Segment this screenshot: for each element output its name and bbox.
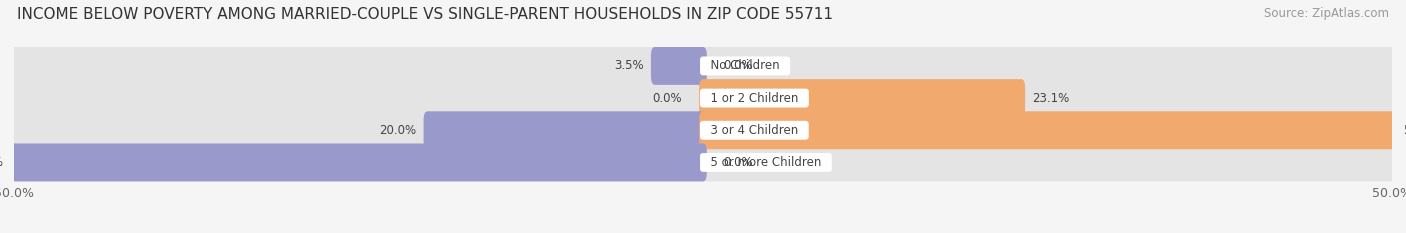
- FancyBboxPatch shape: [699, 47, 1396, 85]
- FancyBboxPatch shape: [699, 79, 1025, 117]
- Text: 3 or 4 Children: 3 or 4 Children: [703, 124, 806, 137]
- FancyBboxPatch shape: [10, 111, 707, 149]
- FancyBboxPatch shape: [699, 111, 1396, 149]
- Text: 50.0%: 50.0%: [1403, 124, 1406, 137]
- FancyBboxPatch shape: [10, 47, 707, 85]
- Text: 5 or more Children: 5 or more Children: [703, 156, 830, 169]
- Text: INCOME BELOW POVERTY AMONG MARRIED-COUPLE VS SINGLE-PARENT HOUSEHOLDS IN ZIP COD: INCOME BELOW POVERTY AMONG MARRIED-COUPL…: [17, 7, 832, 22]
- Text: 1 or 2 Children: 1 or 2 Children: [703, 92, 806, 105]
- FancyBboxPatch shape: [14, 88, 1392, 108]
- FancyBboxPatch shape: [10, 144, 707, 181]
- Text: No Children: No Children: [703, 59, 787, 72]
- FancyBboxPatch shape: [699, 111, 1396, 149]
- FancyBboxPatch shape: [14, 152, 1392, 172]
- FancyBboxPatch shape: [699, 79, 1396, 117]
- Text: Source: ZipAtlas.com: Source: ZipAtlas.com: [1264, 7, 1389, 20]
- Text: 0.0%: 0.0%: [652, 92, 682, 105]
- Text: 23.1%: 23.1%: [1032, 92, 1070, 105]
- Text: 0.0%: 0.0%: [724, 156, 754, 169]
- Text: 0.0%: 0.0%: [724, 59, 754, 72]
- Text: 20.0%: 20.0%: [380, 124, 416, 137]
- Text: 3.5%: 3.5%: [614, 59, 644, 72]
- FancyBboxPatch shape: [14, 56, 1392, 76]
- FancyBboxPatch shape: [423, 111, 707, 149]
- Text: 50.0%: 50.0%: [0, 156, 3, 169]
- FancyBboxPatch shape: [10, 79, 707, 117]
- FancyBboxPatch shape: [10, 144, 707, 181]
- FancyBboxPatch shape: [651, 47, 707, 85]
- FancyBboxPatch shape: [699, 144, 1396, 181]
- FancyBboxPatch shape: [14, 120, 1392, 140]
